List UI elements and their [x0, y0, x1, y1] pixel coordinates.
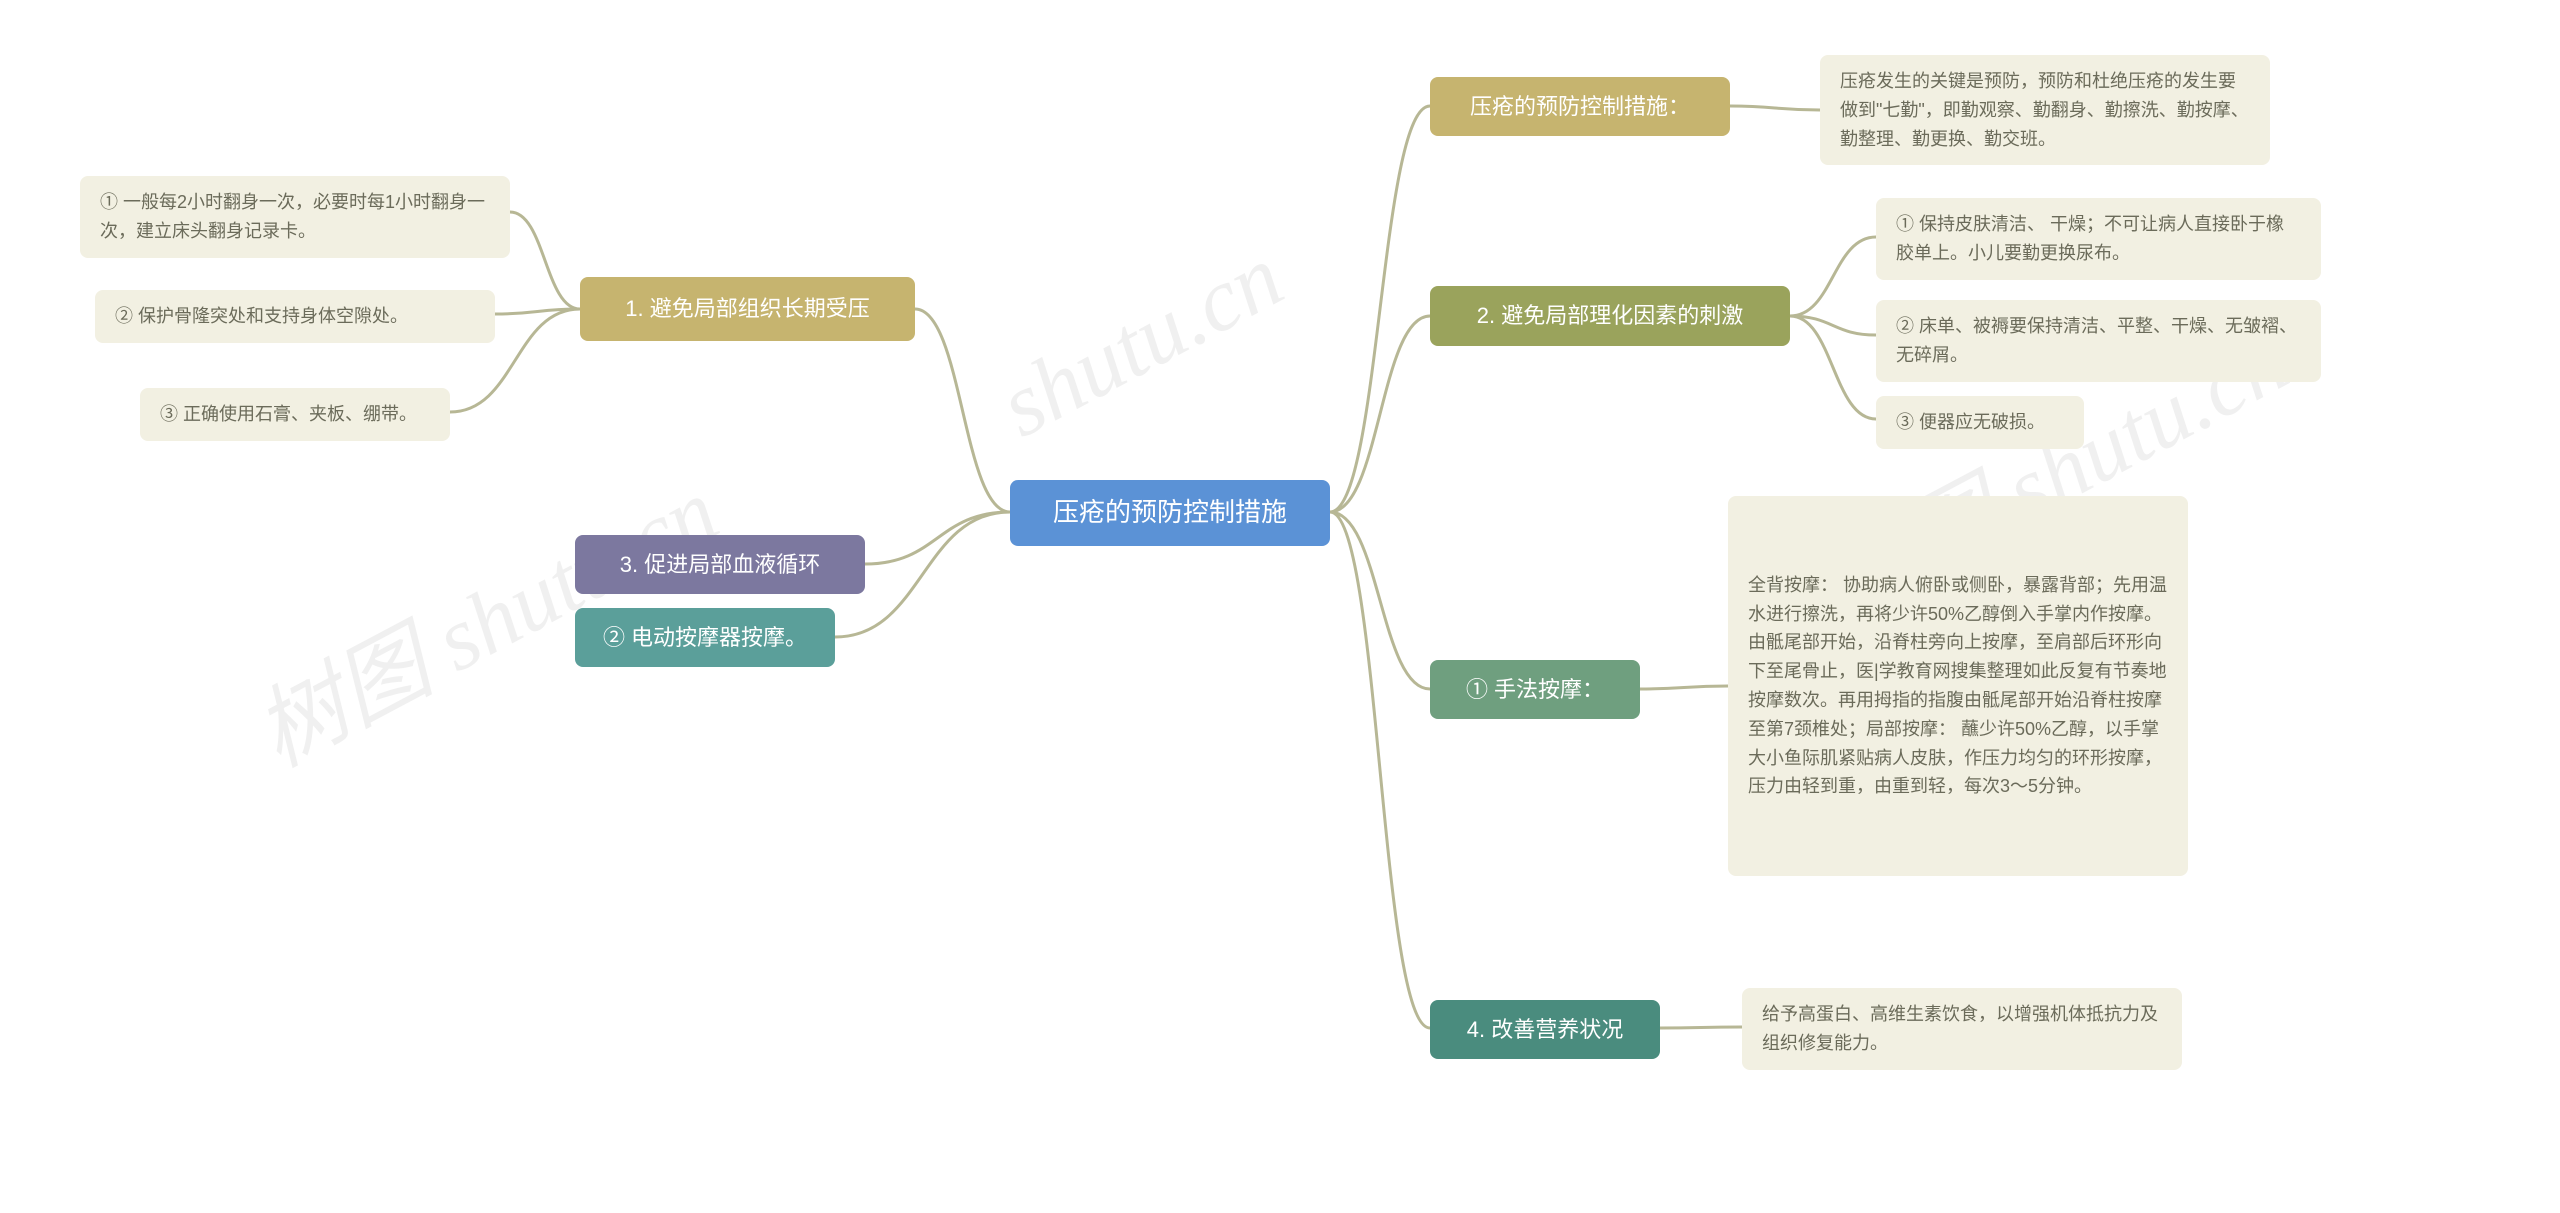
mindmap-canvas: 树图 shutu.cn shutu.cn 树图 shutu.cn 压疮的预防控制…: [0, 0, 2560, 1213]
branch-electric-massage[interactable]: ② 电动按摩器按摩。: [575, 608, 835, 667]
leaf-massage-detail: 全背按摩： 协助病人俯卧或侧卧，暴露背部；先用温水进行擦洗，再将少许50%乙醇倒…: [1728, 496, 2188, 876]
leaf-turn-schedule: ① 一般每2小时翻身一次，必要时每1小时翻身一次，建立床头翻身记录卡。: [80, 176, 510, 258]
root-node[interactable]: 压疮的预防控制措施: [1010, 480, 1330, 546]
leaf-seven-diligence: 压疮发生的关键是预防，预防和杜绝压疮的发生要做到"七勤"，即勤观察、勤翻身、勤擦…: [1820, 55, 2270, 165]
leaf-nutrition-detail: 给予高蛋白、高维生素饮食，以增强机体抵抗力及组织修复能力。: [1742, 988, 2182, 1070]
watermark: shutu.cn: [984, 225, 1299, 458]
branch-avoid-irritation[interactable]: 2. 避免局部理化因素的刺激: [1430, 286, 1790, 346]
leaf-bedding-clean: ② 床单、被褥要保持清洁、平整、干燥、无皱褶、无碎屑。: [1876, 300, 2321, 382]
branch-prevention-title[interactable]: 压疮的预防控制措施：: [1430, 77, 1730, 136]
leaf-cast-splint: ③ 正确使用石膏、夹板、绷带。: [140, 388, 450, 441]
branch-circulation[interactable]: 3. 促进局部血液循环: [575, 535, 865, 594]
branch-manual-massage[interactable]: ① 手法按摩：: [1430, 660, 1640, 719]
leaf-protect-prominence: ② 保护骨隆突处和支持身体空隙处。: [95, 290, 495, 343]
leaf-bedpan: ③ 便器应无破损。: [1876, 396, 2084, 449]
branch-avoid-pressure[interactable]: 1. 避免局部组织长期受压: [580, 277, 915, 341]
branch-nutrition[interactable]: 4. 改善营养状况: [1430, 1000, 1660, 1059]
leaf-skin-clean: ① 保持皮肤清洁、 干燥；不可让病人直接卧于橡胶单上。小儿要勤更换尿布。: [1876, 198, 2321, 280]
